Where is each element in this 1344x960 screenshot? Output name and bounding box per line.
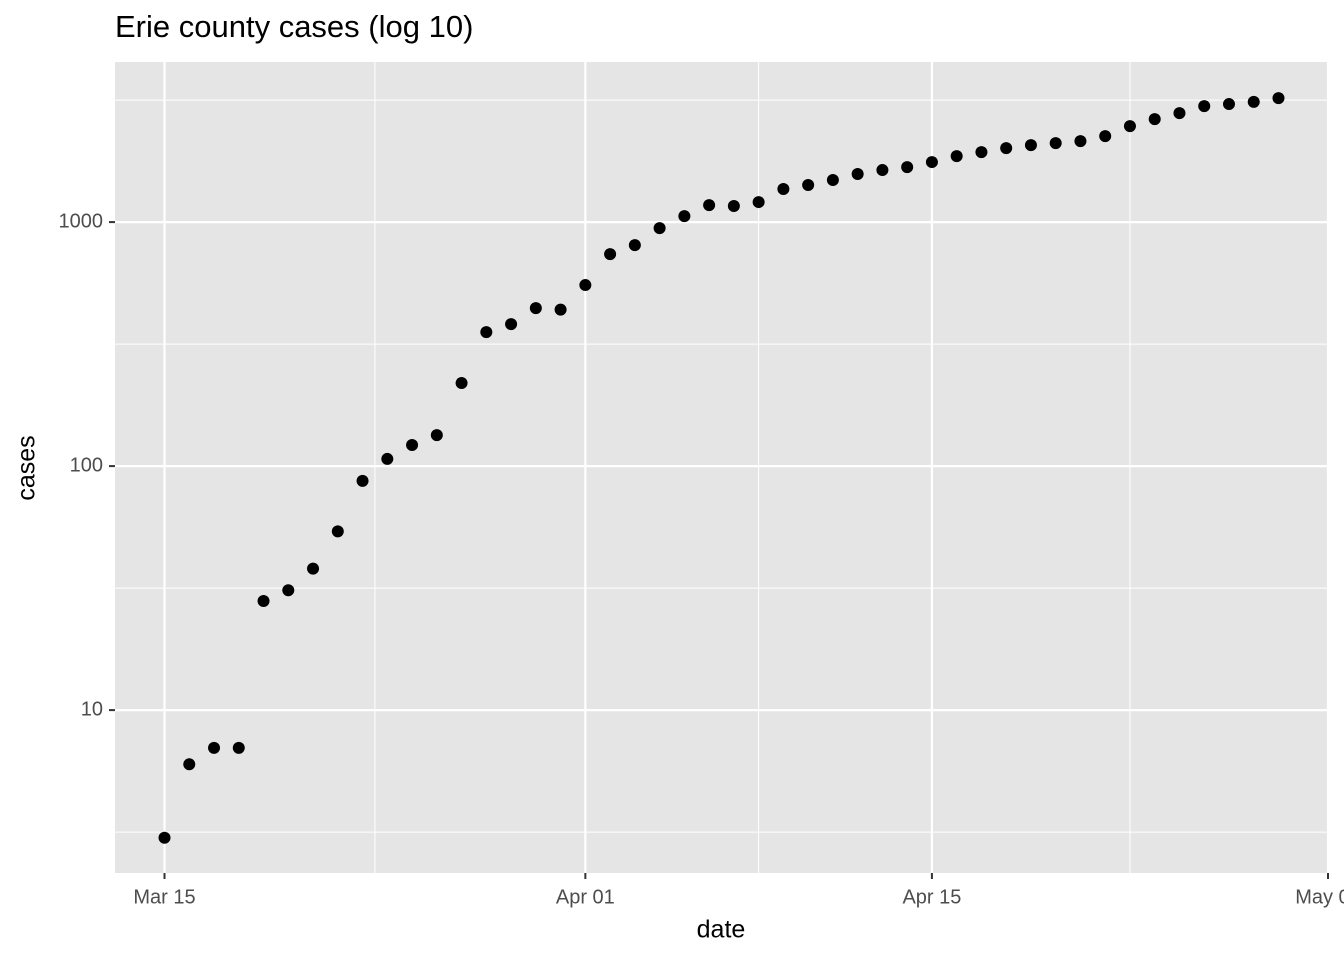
point (455, 377, 468, 390)
point (183, 758, 196, 771)
point (1000, 142, 1013, 155)
point (381, 452, 394, 465)
point (1247, 95, 1260, 108)
point (208, 741, 221, 754)
point (257, 594, 270, 607)
point (430, 429, 443, 442)
point (554, 303, 567, 316)
point (876, 164, 889, 177)
point (356, 474, 369, 487)
x-tick-label: Mar 15 (133, 886, 195, 908)
point (950, 150, 963, 163)
point (1272, 92, 1285, 105)
point (1148, 113, 1161, 126)
point (1198, 100, 1211, 113)
point (1024, 139, 1037, 152)
point (752, 196, 765, 209)
point (480, 326, 493, 339)
x-tick-label: May 01 (1295, 886, 1344, 908)
point (727, 200, 740, 213)
point (653, 222, 666, 235)
point (307, 562, 320, 575)
point (901, 161, 914, 174)
chart-title: Erie county cases (log 10) (115, 9, 473, 44)
point (505, 318, 518, 331)
point (579, 279, 592, 292)
x-axis-title: date (697, 916, 746, 944)
point (703, 199, 716, 212)
point (975, 146, 988, 159)
point (1173, 107, 1186, 120)
point (1074, 135, 1087, 148)
point (604, 248, 617, 261)
point (331, 525, 344, 538)
point (826, 174, 839, 187)
y-axis-title: cases (13, 435, 41, 500)
x-tick-label: Apr 15 (902, 886, 961, 908)
y-tick-label: 1000 (59, 210, 104, 232)
point (777, 183, 790, 196)
point (158, 831, 171, 844)
y-tick-label: 10 (81, 698, 103, 720)
point (628, 239, 641, 252)
plot-panel (115, 62, 1328, 873)
point (1123, 120, 1136, 133)
point (282, 584, 295, 597)
point (802, 179, 815, 192)
point (529, 302, 542, 315)
point (406, 439, 419, 452)
point (678, 210, 691, 223)
point (232, 741, 245, 754)
point (1049, 137, 1062, 150)
point (1099, 130, 1112, 143)
point (1222, 98, 1235, 111)
y-tick-label: 100 (70, 454, 103, 476)
x-tick-label: Apr 01 (556, 886, 615, 908)
point (851, 168, 864, 181)
point (925, 156, 938, 169)
